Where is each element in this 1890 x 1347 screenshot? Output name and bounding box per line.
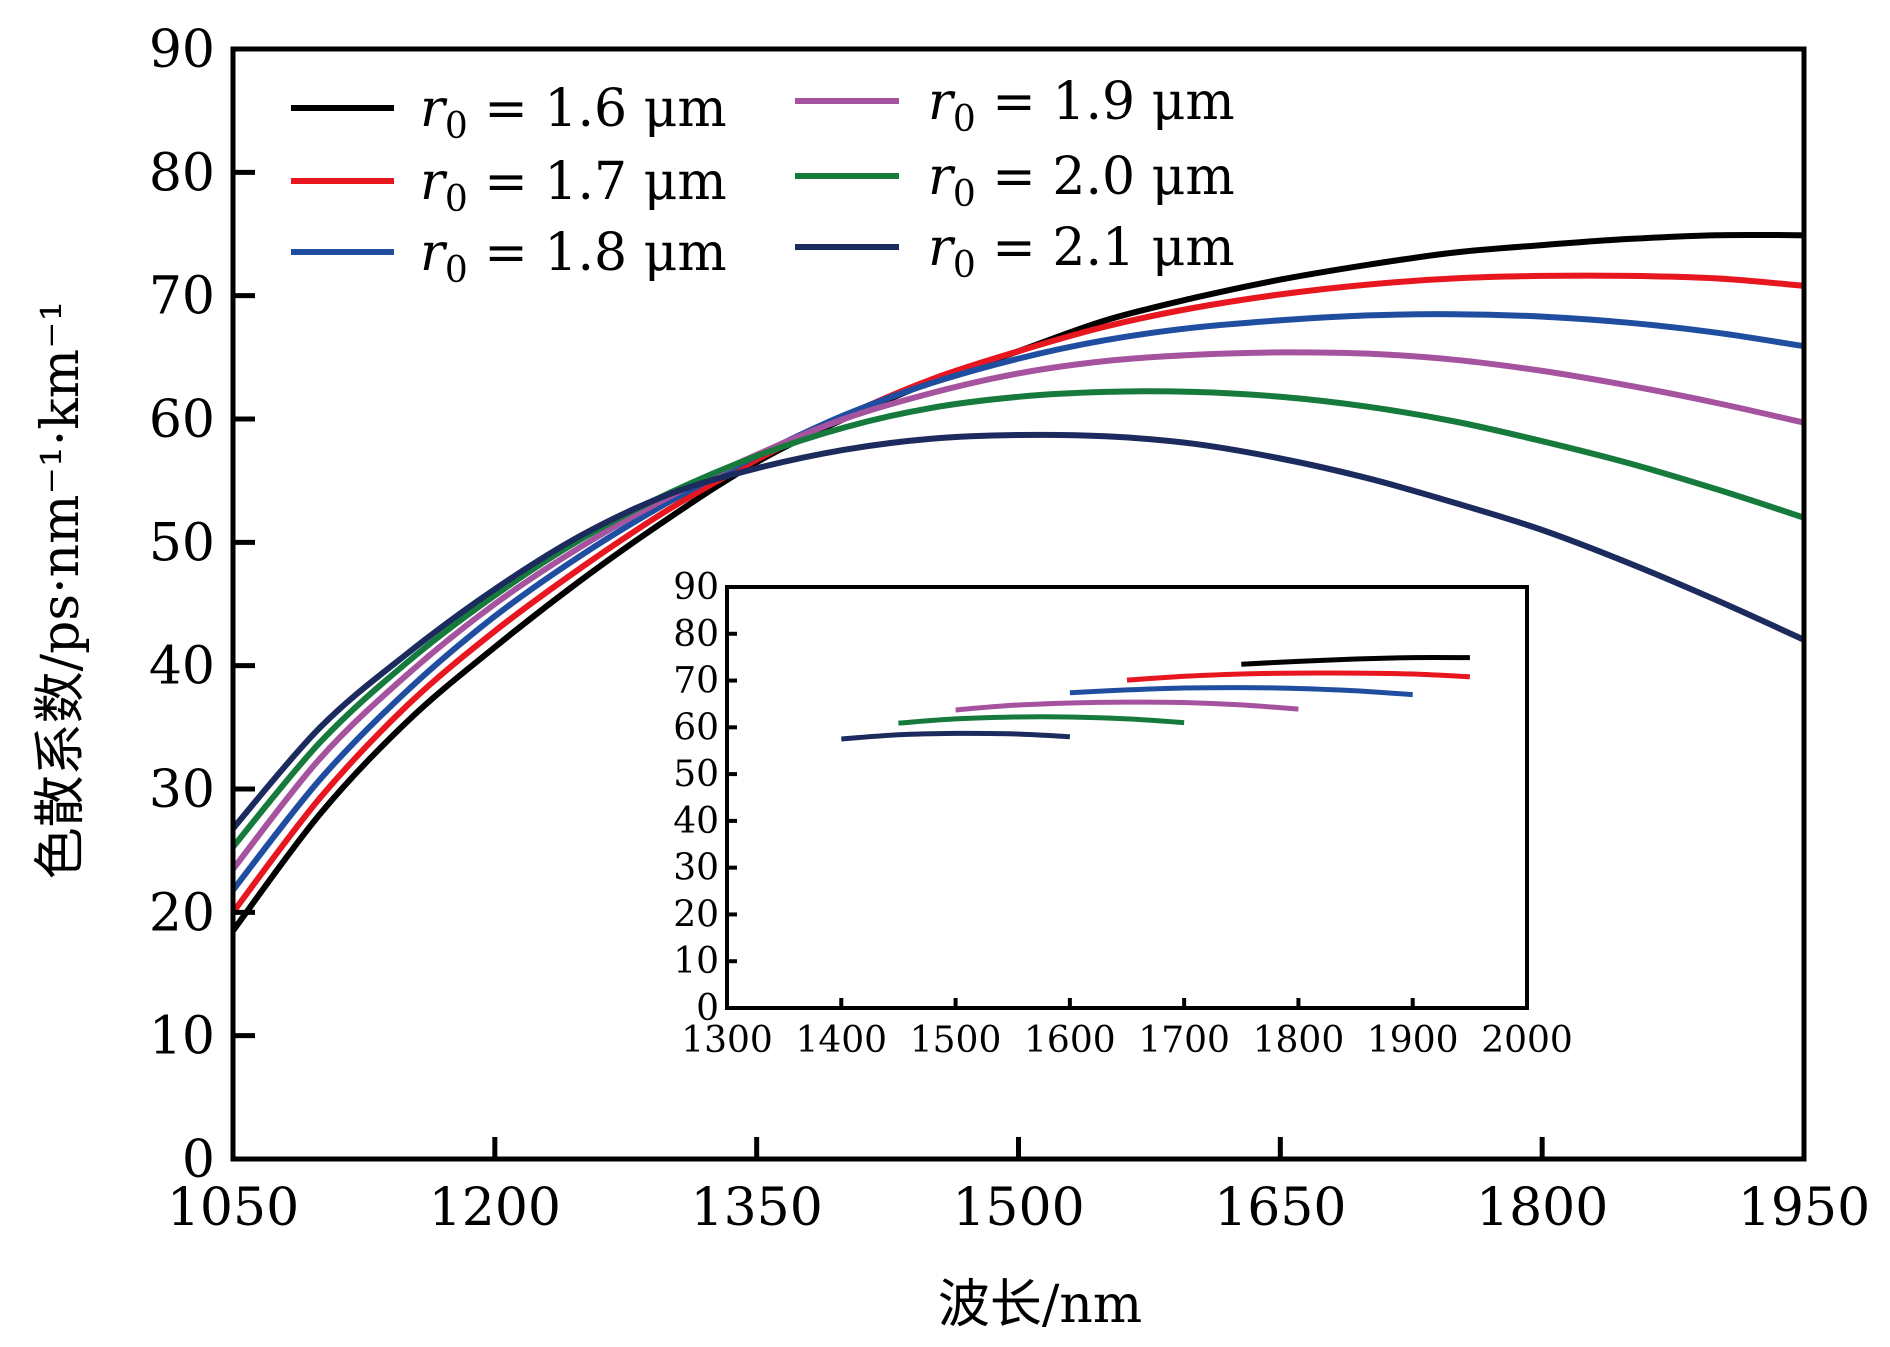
legend-label: r0 = 1.9 μm bbox=[928, 72, 1235, 140]
legend-value: = 1.9 μm bbox=[976, 72, 1235, 132]
main-curves bbox=[230, 231, 1806, 933]
inset-x-tick-label: 2000 bbox=[1481, 1020, 1573, 1061]
main-series-line-2 bbox=[230, 272, 1805, 915]
x-tick-label: 1500 bbox=[952, 1178, 1084, 1238]
legend-symbol: r bbox=[928, 72, 956, 132]
legend-item: r0 = 1.8 μm bbox=[291, 223, 727, 291]
y-tick-label: 10 bbox=[149, 1007, 215, 1067]
legend-subscript: 0 bbox=[953, 245, 976, 286]
main-series-line-6 bbox=[230, 431, 1806, 831]
inset-x-tick-label: 1700 bbox=[1138, 1020, 1230, 1061]
main-series-line-4 bbox=[230, 349, 1805, 872]
inset-ticks: 0 10 20 30 40 50 60 70 80 90 1300 1400 1500 1600 1700 1… bbox=[673, 567, 1573, 1061]
inset-x-tick-label: 1300 bbox=[681, 1020, 773, 1061]
legend-label: r0 = 2.0 μm bbox=[928, 147, 1235, 215]
legend-value: = 2.1 μm bbox=[976, 218, 1235, 278]
legend-item: r0 = 1.6 μm bbox=[291, 79, 727, 147]
inset-y-tick-label: 80 bbox=[673, 614, 719, 655]
x-tick-label: 1800 bbox=[1476, 1178, 1608, 1238]
legend-label: r0 = 1.8 μm bbox=[420, 223, 727, 291]
legend-subscript: 0 bbox=[445, 179, 468, 220]
legend-value: = 1.6 μm bbox=[468, 79, 727, 139]
legend-value: = 2.0 μm bbox=[976, 147, 1235, 207]
inset-series-line-5 bbox=[898, 714, 1185, 726]
legend-value: = 1.8 μm bbox=[468, 223, 727, 283]
inset-curves bbox=[841, 655, 1471, 742]
x-axis-title: 波长/nm bbox=[938, 1275, 1142, 1335]
inset-y-tick-label: 10 bbox=[673, 941, 719, 982]
legend-symbol: r bbox=[420, 79, 448, 139]
y-tick-label: 30 bbox=[149, 760, 215, 820]
inset-plot-frame bbox=[725, 585, 1529, 1010]
inset-y-tick-label: 0 bbox=[696, 988, 719, 1029]
inset-y-tick-label: 30 bbox=[673, 848, 719, 889]
inset-y-tick-label: 90 bbox=[673, 567, 719, 608]
y-tick-label: 70 bbox=[149, 267, 215, 327]
inset-series-line-2 bbox=[1126, 670, 1471, 683]
y-axis-title: 色散系数/ps·nm⁻¹·km⁻¹ bbox=[31, 301, 91, 880]
legend-symbol: r bbox=[928, 147, 956, 207]
x-tick-label: 1200 bbox=[429, 1178, 561, 1238]
inset-background bbox=[727, 587, 1527, 1008]
inset-y-tick-label: 40 bbox=[673, 801, 719, 842]
legend-symbol: r bbox=[928, 218, 956, 278]
legend-label: r0 = 1.7 μm bbox=[420, 152, 727, 220]
y-tick-label: 50 bbox=[149, 513, 215, 573]
y-tick-label: 40 bbox=[149, 637, 215, 697]
inset-x-tick-label: 1900 bbox=[1367, 1020, 1459, 1061]
y-tick-label: 80 bbox=[149, 143, 215, 203]
inset-series-line-3 bbox=[1069, 685, 1413, 698]
legend-subscript: 0 bbox=[953, 99, 976, 140]
inset-y-tick-label: 60 bbox=[673, 707, 719, 748]
legend-item: r0 = 2.1 μm bbox=[795, 218, 1235, 286]
y-tick-label: 20 bbox=[149, 883, 215, 943]
inset-series-line-6 bbox=[841, 730, 1071, 742]
x-tick-label: 1650 bbox=[1214, 1178, 1346, 1238]
y-tick-label: 90 bbox=[149, 20, 215, 80]
legend-item: r0 = 1.9 μm bbox=[795, 72, 1235, 140]
x-tick-label: 1350 bbox=[690, 1178, 822, 1238]
inset-x-tick-label: 1500 bbox=[910, 1020, 1002, 1061]
legend-subscript: 0 bbox=[445, 106, 468, 147]
y-tick-label: 0 bbox=[182, 1130, 215, 1190]
legend-symbol: r bbox=[420, 152, 448, 212]
legend-label: r0 = 2.1 μm bbox=[928, 218, 1235, 286]
inset-y-tick-label: 50 bbox=[673, 754, 719, 795]
inset-x-tick-label: 1400 bbox=[795, 1020, 887, 1061]
x-tick-label: 1950 bbox=[1738, 1178, 1870, 1238]
x-tick-label: 1050 bbox=[167, 1178, 299, 1238]
inset-series-line-1 bbox=[1241, 655, 1470, 667]
legend-subscript: 0 bbox=[953, 174, 976, 215]
legend-item: r0 = 2.0 μm bbox=[795, 147, 1235, 215]
inset-y-tick-label: 20 bbox=[673, 894, 719, 935]
main-series-line-5 bbox=[230, 388, 1805, 849]
y-tick-label: 60 bbox=[149, 390, 215, 450]
inset-y-tick-label: 70 bbox=[673, 661, 719, 702]
legend-symbol: r bbox=[420, 223, 448, 283]
main-series-line-3 bbox=[230, 311, 1805, 892]
legend-subscript: 0 bbox=[445, 250, 468, 291]
inset-x-tick-label: 1800 bbox=[1253, 1020, 1345, 1061]
legend-value: = 1.7 μm bbox=[468, 152, 727, 212]
inset-series-line-4 bbox=[955, 699, 1299, 713]
inset-axes bbox=[725, 585, 1529, 1010]
inset-x-tick-label: 1600 bbox=[1024, 1020, 1116, 1061]
legend-label: r0 = 1.6 μm bbox=[420, 79, 727, 147]
legend-item: r0 = 1.7 μm bbox=[291, 152, 727, 220]
